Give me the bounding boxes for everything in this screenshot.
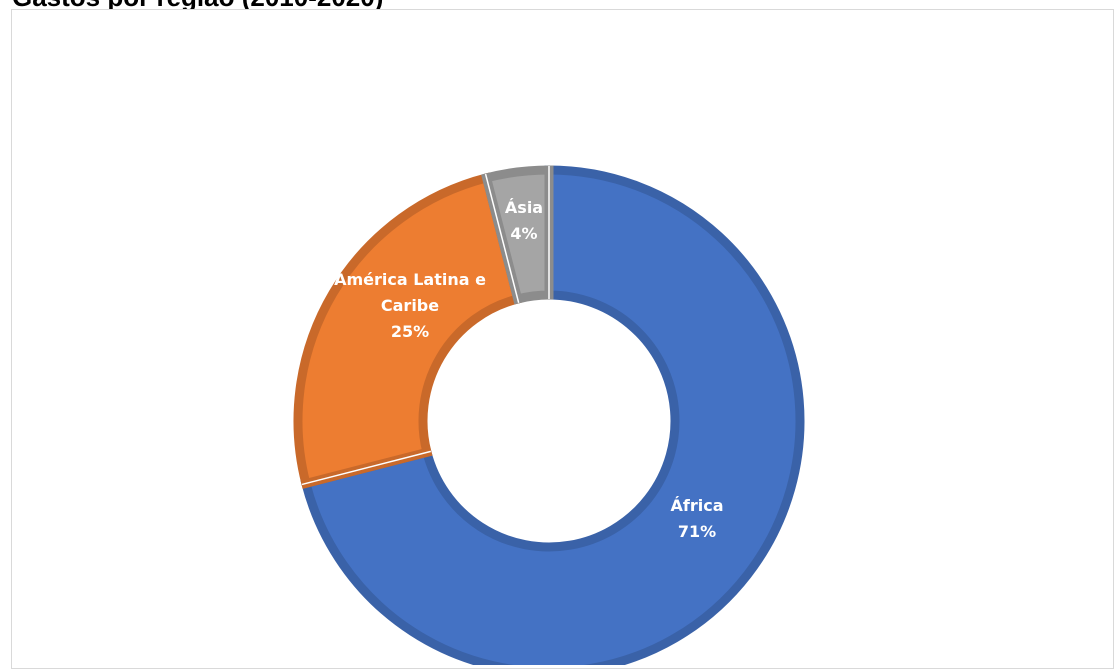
slice-separator [301, 450, 432, 486]
slice-america-latina-e-caribe [293, 172, 524, 489]
slice-africa [300, 165, 805, 665]
slice-separator [484, 173, 520, 304]
chart-title: Gastos por região (2010-2020) [12, 0, 383, 10]
data-label-0: África 71% [671, 496, 724, 541]
data-label-1: América Latina e Caribe 25% [334, 270, 486, 341]
data-label-2: Ásia 4% [505, 198, 543, 243]
